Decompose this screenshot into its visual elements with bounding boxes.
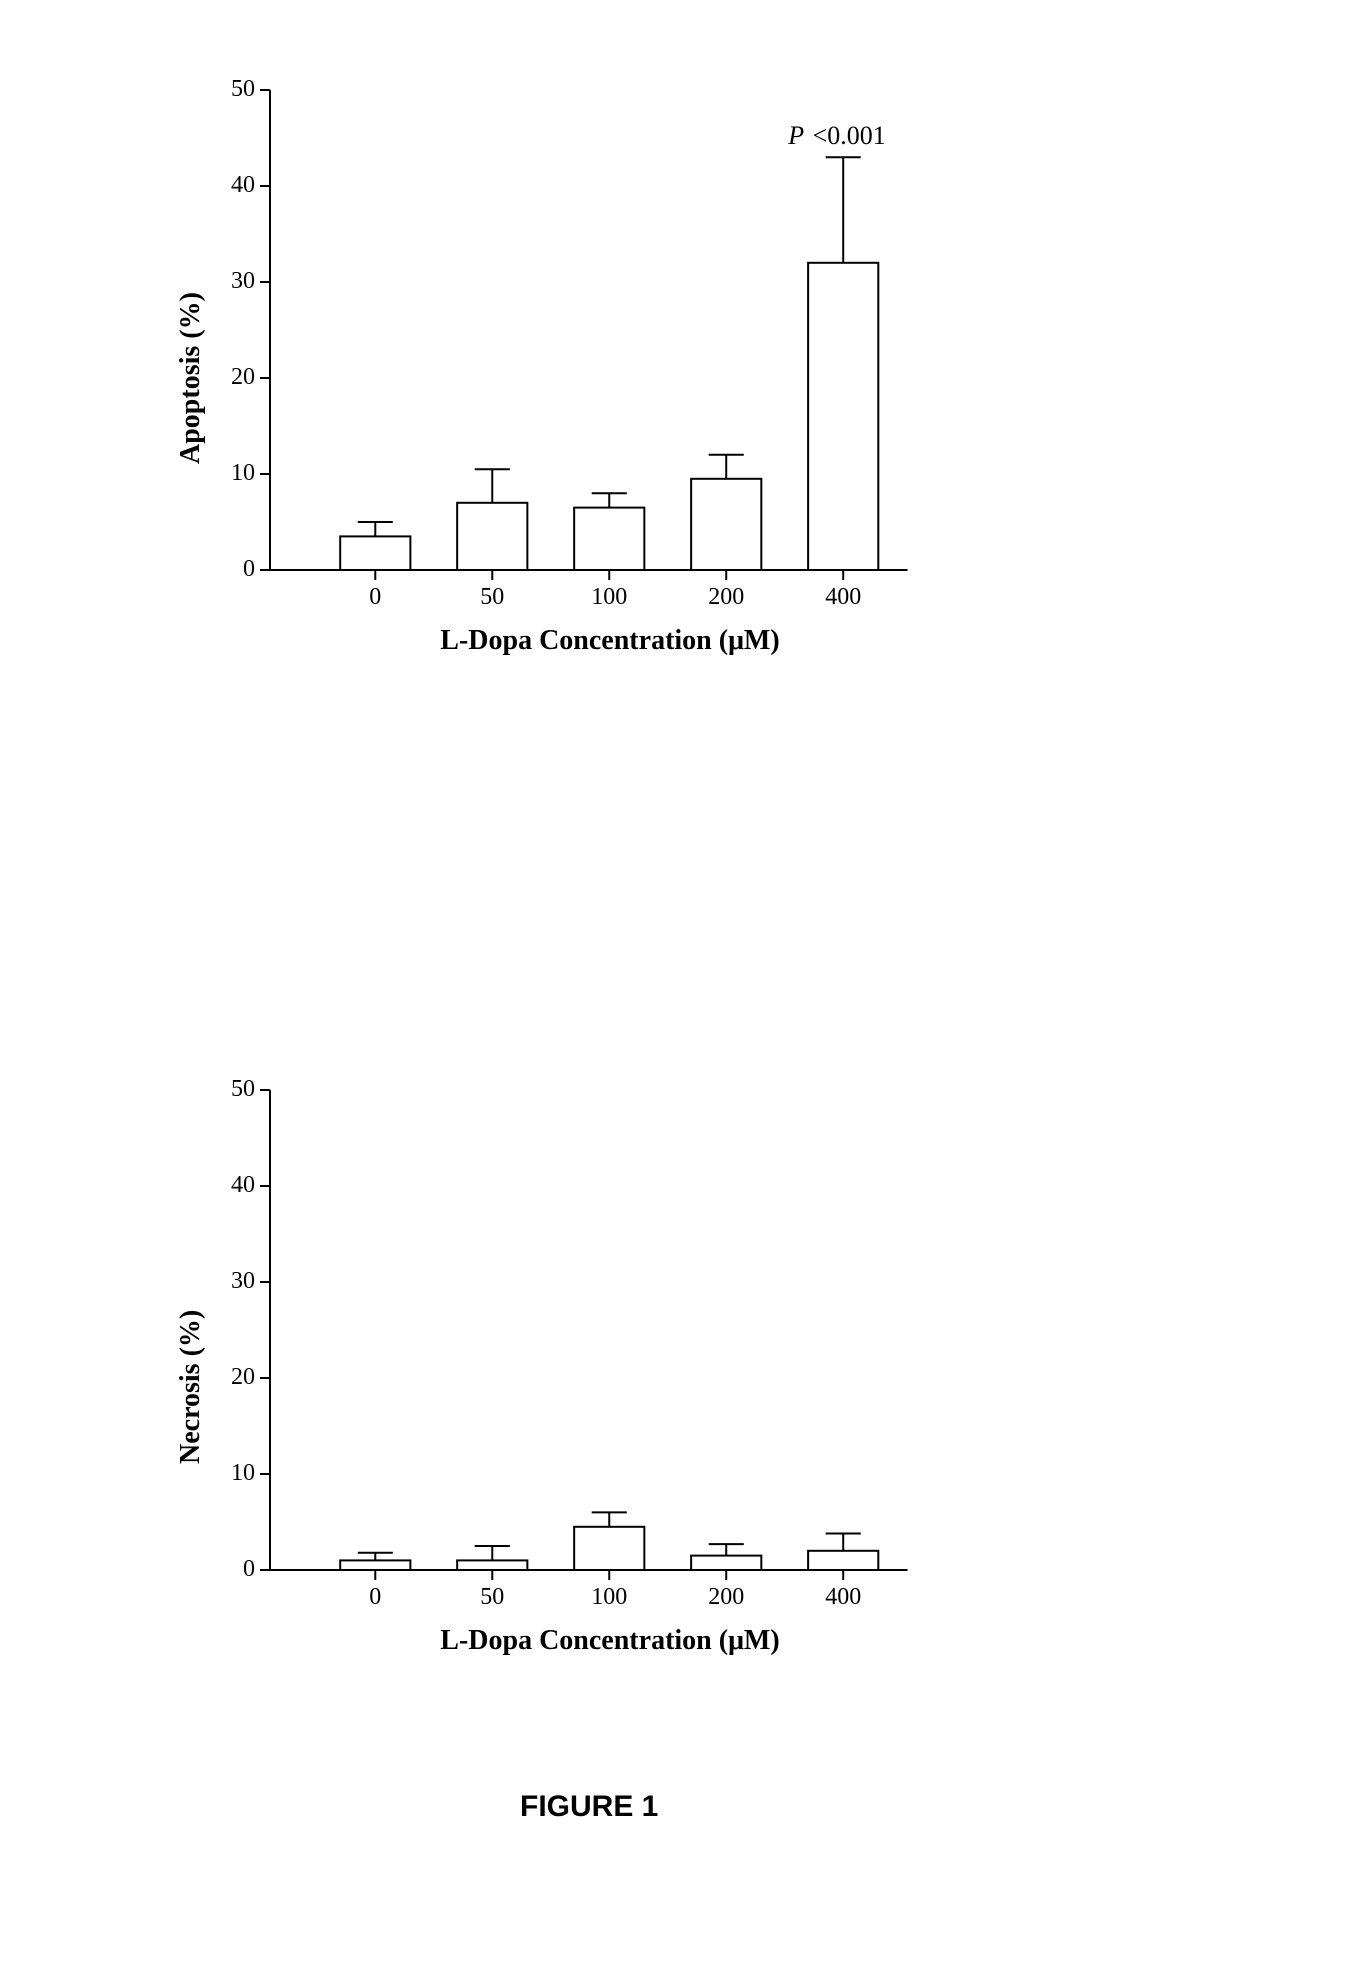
y-tick-label: 20 [210, 364, 255, 391]
bar [808, 1551, 878, 1570]
x-tick-label: 200 [686, 584, 766, 611]
y-tick-label: 0 [210, 556, 255, 583]
y-tick-label: 50 [210, 1076, 255, 1103]
y-tick-label: 10 [210, 460, 255, 487]
y-tick-label: 0 [210, 1556, 255, 1583]
y-tick-label: 20 [210, 1364, 255, 1391]
apoptosis-chart: 01020304050050100200400Apoptosis (%)L-Do… [180, 40, 930, 740]
x-tick-label: 0 [335, 1584, 415, 1611]
y-tick-label: 30 [210, 268, 255, 295]
x-tick-label: 50 [452, 1584, 532, 1611]
bar [457, 1560, 527, 1570]
x-tick-label: 100 [569, 584, 649, 611]
p-value-annotation: P <0.001 [788, 121, 886, 151]
x-tick-label: 100 [569, 1584, 649, 1611]
x-tick-label: 200 [686, 1584, 766, 1611]
bar [691, 479, 761, 570]
y-tick-label: 30 [210, 1268, 255, 1295]
x-tick-label: 400 [803, 1584, 883, 1611]
y-axis-label: Necrosis (%) [175, 1310, 207, 1464]
necrosis-plot [180, 1040, 930, 1620]
figure-caption: FIGURE 1 [520, 1790, 658, 1824]
bar [340, 536, 410, 570]
x-tick-label: 50 [452, 584, 532, 611]
x-axis-label: L-Dopa Concentration (μM) [330, 1625, 890, 1657]
y-tick-label: 40 [210, 1172, 255, 1199]
bar [691, 1556, 761, 1570]
annotation-value: <0.001 [806, 121, 886, 150]
y-axis-label: Apoptosis (%) [175, 292, 207, 464]
y-tick-label: 10 [210, 1460, 255, 1487]
bar [340, 1560, 410, 1570]
annotation-prefix: P [788, 121, 804, 150]
x-axis-label: L-Dopa Concentration (μM) [330, 625, 890, 657]
bar [574, 508, 644, 570]
y-tick-label: 40 [210, 172, 255, 199]
x-tick-label: 400 [803, 584, 883, 611]
page: 01020304050050100200400Apoptosis (%)L-Do… [0, 0, 1366, 1967]
bar [457, 503, 527, 570]
y-tick-label: 50 [210, 76, 255, 103]
bar [808, 263, 878, 570]
x-tick-label: 0 [335, 584, 415, 611]
necrosis-chart: 01020304050050100200400Necrosis (%)L-Dop… [180, 1040, 930, 1740]
bar [574, 1527, 644, 1570]
